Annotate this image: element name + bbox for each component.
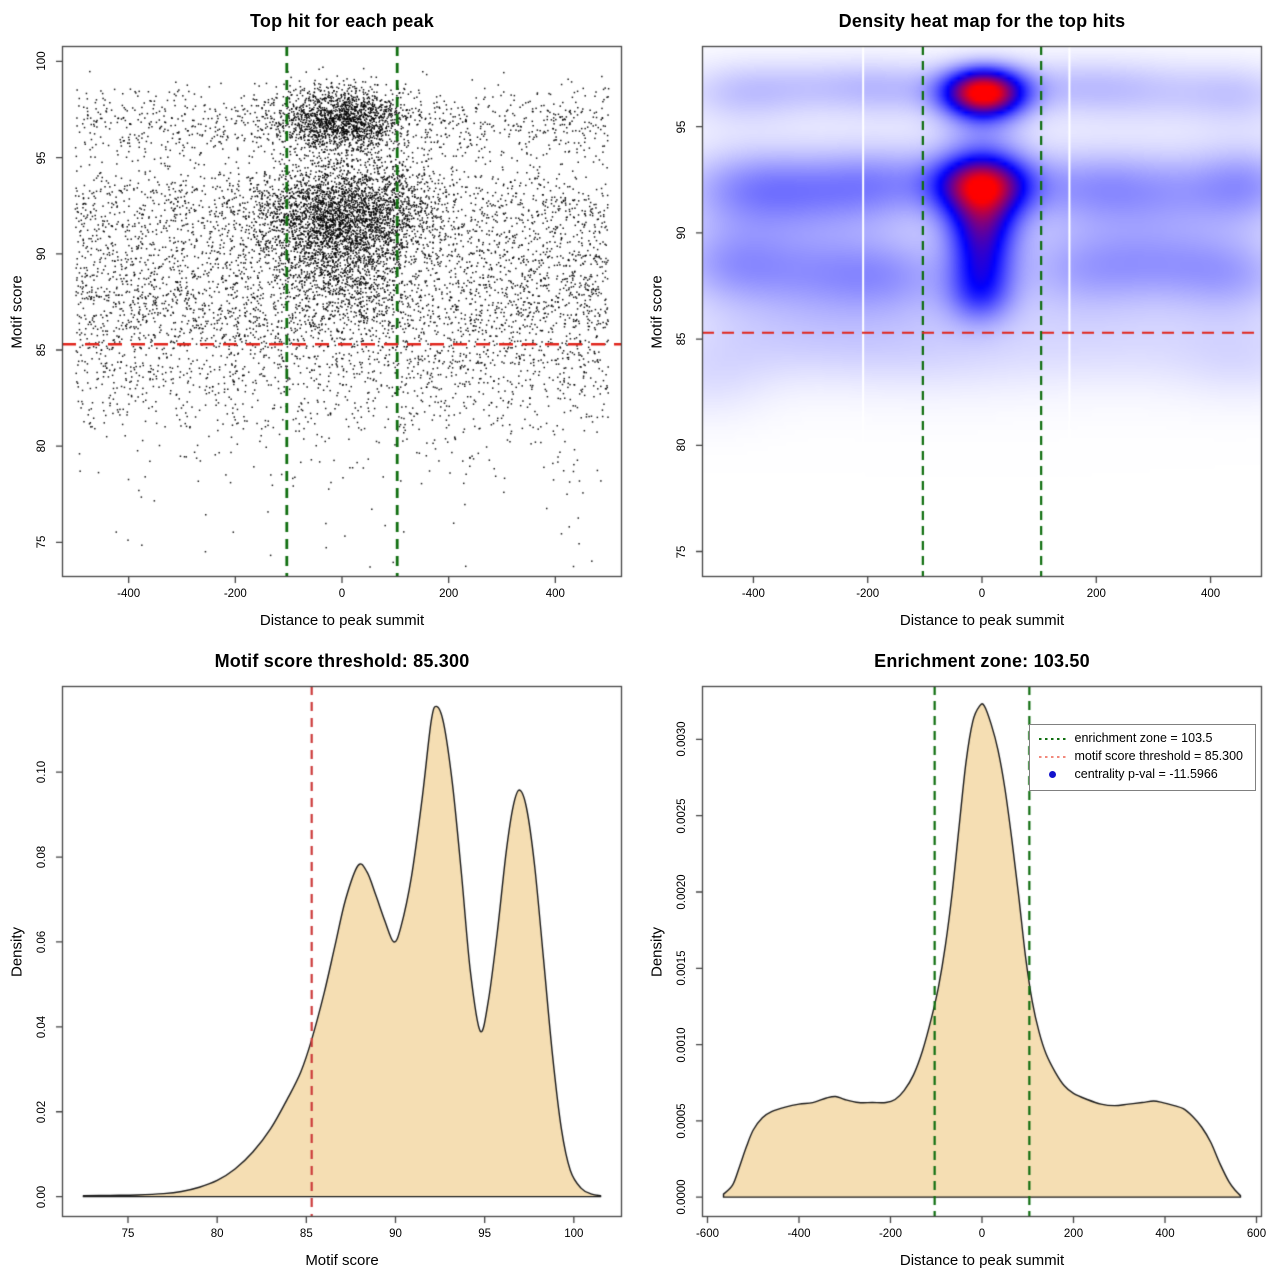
y-tick-label: 95 xyxy=(36,151,48,164)
x-axis-label: Motif score xyxy=(305,1252,379,1269)
x-tick-label: 400 xyxy=(545,588,565,600)
panel-top-hit-scatter: Top hit for each peak Distance to peak s… xyxy=(0,0,640,640)
y-tick-label: 0.0005 xyxy=(676,1103,688,1139)
scatter-plot-canvas xyxy=(0,0,640,640)
y-axis-label: Density xyxy=(648,926,666,977)
x-tick-label: 0 xyxy=(978,1228,986,1240)
y-tick-label: 100 xyxy=(36,51,48,71)
x-tick-label: 200 xyxy=(1086,588,1106,600)
panel-title: Motif score threshold: 85.300 xyxy=(214,651,470,671)
x-tick-label: 75 xyxy=(121,1228,135,1240)
y-tick-label: 90 xyxy=(36,247,48,261)
y-tick-label: 0.0025 xyxy=(676,798,688,834)
legend-label: centrality p-val = -11.5966 xyxy=(1074,767,1218,781)
panel-enrichment-zone-density: Enrichment zone: 103.50 Distance to peak… xyxy=(640,640,1280,1280)
y-tick-label: 85 xyxy=(676,332,688,346)
legend-label: enrichment zone = 103.5 xyxy=(1074,731,1213,745)
x-tick-label: 400 xyxy=(1200,588,1221,600)
x-tick-label: 0 xyxy=(338,588,346,600)
x-tick-label: -200 xyxy=(878,1228,902,1240)
plot-legend: enrichment zone = 103.5 motif score thre… xyxy=(1028,724,1256,791)
salmon-dotted-line-icon xyxy=(1038,753,1066,761)
y-tick-label: 85 xyxy=(36,343,48,357)
blue-dot-icon xyxy=(1039,771,1066,779)
panel-title: Enrichment zone: 103.50 xyxy=(874,651,1090,671)
y-tick-label: 0.0015 xyxy=(676,950,688,986)
y-tick-label: 75 xyxy=(676,545,688,558)
panel-density-heatmap: Density heat map for the top hits Distan… xyxy=(640,0,1280,640)
y-tick-label: 0.04 xyxy=(36,1015,48,1039)
y-axis-label: Density xyxy=(8,926,26,977)
x-tick-label: 400 xyxy=(1155,1228,1175,1240)
panel-motif-score-density: Motif score threshold: 85.300 Motif scor… xyxy=(0,640,640,1280)
x-axis-label: Distance to peak summit xyxy=(899,1252,1065,1269)
y-tick-label: 0.0030 xyxy=(676,721,688,757)
legend-label: motif score threshold = 85.300 xyxy=(1074,749,1244,763)
y-tick-label: 75 xyxy=(36,535,48,549)
x-tick-label: 200 xyxy=(439,588,459,600)
score-density-plot-canvas xyxy=(0,640,640,1280)
green-dotted-line-icon xyxy=(1038,735,1066,743)
x-tick-label: 0 xyxy=(978,588,986,600)
y-tick-label: 0.0010 xyxy=(676,1026,688,1063)
y-tick-label: 0.02 xyxy=(36,1100,48,1123)
y-tick-label: 90 xyxy=(676,226,688,240)
y-axis-label: Motif score xyxy=(648,274,666,349)
y-tick-label: 80 xyxy=(36,439,48,453)
x-tick-label: 85 xyxy=(299,1228,313,1240)
y-tick-label: 0.10 xyxy=(36,760,48,784)
x-tick-label: -200 xyxy=(856,588,880,600)
y-axis-label: Motif score xyxy=(8,274,26,349)
x-tick-label: 200 xyxy=(1063,1228,1084,1240)
x-tick-label: 90 xyxy=(389,1228,402,1240)
y-tick-label: 0.0020 xyxy=(676,874,688,910)
x-tick-label: -400 xyxy=(741,588,765,600)
x-tick-label: 600 xyxy=(1246,1228,1267,1240)
y-tick-label: 0.08 xyxy=(36,845,48,869)
x-tick-label: -600 xyxy=(695,1228,719,1240)
x-tick-label: -400 xyxy=(787,1228,811,1240)
panel-title: Top hit for each peak xyxy=(250,11,434,31)
y-tick-label: 95 xyxy=(676,120,688,134)
y-tick-label: 80 xyxy=(676,438,688,452)
panel-title: Density heat map for the top hits xyxy=(838,11,1126,31)
y-tick-label: 0.06 xyxy=(36,930,48,954)
x-tick-label: -200 xyxy=(223,588,247,600)
x-tick-label: 95 xyxy=(478,1228,492,1240)
x-tick-label: 100 xyxy=(564,1228,584,1240)
y-tick-label: 0.00 xyxy=(36,1185,48,1208)
x-axis-label: Distance to peak summit xyxy=(259,612,425,629)
legend-item-motif-threshold: motif score threshold = 85.300 xyxy=(1038,749,1244,764)
y-tick-label: 0.0000 xyxy=(676,1179,688,1215)
x-tick-label: 80 xyxy=(210,1228,224,1240)
heatmap-plot-canvas xyxy=(640,0,1280,640)
legend-item-enrichment-zone: enrichment zone = 103.5 xyxy=(1038,731,1244,746)
legend-item-centrality-pval: centrality p-val = -11.5966 xyxy=(1039,767,1244,782)
x-tick-label: -400 xyxy=(117,588,141,600)
x-axis-label: Distance to peak summit xyxy=(899,612,1065,629)
